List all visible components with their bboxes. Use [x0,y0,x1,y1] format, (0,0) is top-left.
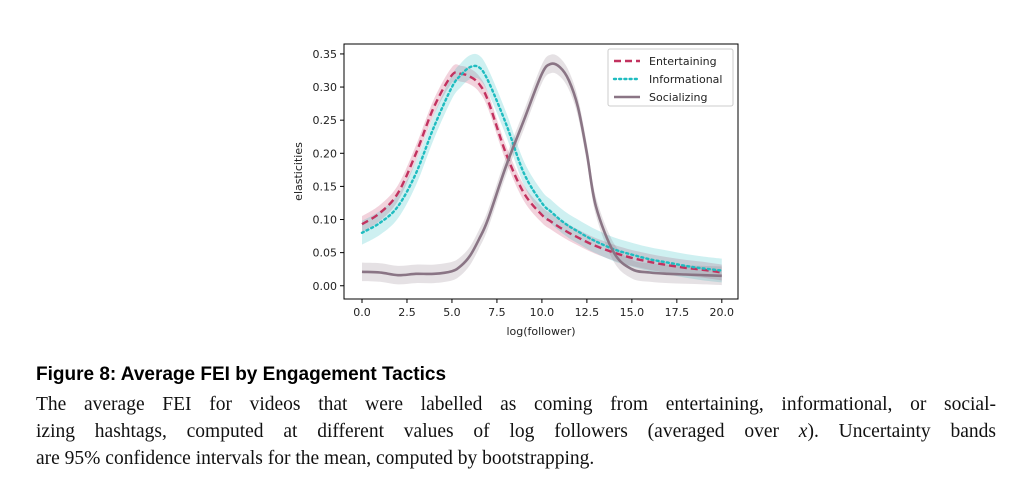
figure-chart: 0.0 2.5 5.0 7.5 10.0 12.5 15.0 17.5 20.0 0.00 0.0… [290,40,740,340]
x-tick-label: 2.5 [398,306,416,319]
y-tick-label: 0.35 [313,48,338,61]
series-line-informational [360,64,723,272]
x-axis: 0.0 2.5 5.0 7.5 10.0 12.5 15.0 17.5 20.0 [353,299,734,319]
y-tick-label: 0.15 [313,180,338,193]
x-tick-label: 12.5 [575,306,600,319]
figure-caption-title: Figure 8: Average FEI by Engagement Tact… [36,364,447,385]
x-tick-label: 0.0 [353,306,371,319]
y-tick-label: 0.30 [313,81,338,94]
caption-line-3: are 95% confidence intervals for the mea… [36,448,595,469]
x-tick-label: 7.5 [488,306,506,319]
y-axis-label: elasticities [292,142,305,201]
y-tick-label: 0.20 [313,147,338,160]
y-tick-label: 0.00 [313,280,338,293]
y-tick-label: 0.25 [313,114,338,127]
x-tick-label: 10.0 [530,306,555,319]
x-tick-label: 5.0 [443,306,461,319]
caption-variable-x: x [798,421,808,442]
y-tick-label: 0.05 [313,247,338,260]
x-tick-label: 17.5 [665,306,690,319]
confidence-band-informational [362,53,722,283]
y-axis: 0.00 0.05 0.10 0.15 0.20 0.25 0.30 0.35 [313,48,344,293]
legend-label-socializing: Socializing [649,91,707,104]
caption-line-2: izing hashtags, computed at different va… [36,418,996,445]
elasticity-line-chart: 0.0 2.5 5.0 7.5 10.0 12.5 15.0 17.5 20.0 0.000.0… [292,43,739,338]
legend: Entertaining Informational Socializing [607,48,734,107]
series-line-entertaining [361,71,722,274]
caption-line-1: The average FEI for videos that were lab… [36,394,996,415]
y-tick-label: 0.10 [313,214,338,227]
legend-box [607,48,734,107]
caption-line-2-start: izing hashtags, computed at different va… [36,421,799,442]
legend-label-informational: Informational [649,73,722,86]
plot-frame [343,43,739,300]
x-axis-label: log(follower) [506,325,575,338]
series-line-socializing [361,62,722,278]
x-tick-label: 20.0 [710,306,735,319]
x-tick-label: 15.0 [620,306,645,319]
series-lines [360,62,723,278]
confidence-bands [362,53,722,286]
caption-line-2-end: ). Uncertainty bands [807,421,996,442]
legend-label-entertaining: Entertaining [649,55,717,68]
figure-caption-body: The average FEI for videos that were lab… [36,391,996,472]
